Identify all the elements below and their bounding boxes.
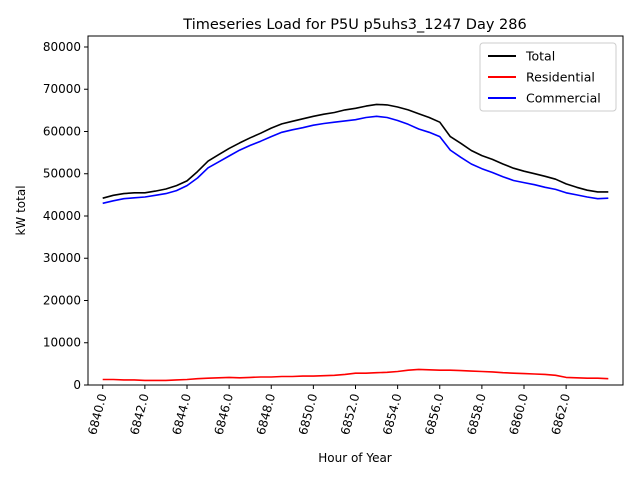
legend-label-commercial: Commercial — [526, 91, 601, 106]
y-tick-label: 40000 — [43, 209, 81, 223]
series-line-residential — [102, 368, 609, 382]
series-lines — [102, 103, 609, 382]
y-tick-label: 30000 — [43, 251, 81, 265]
x-axis-title: Hour of Year — [318, 451, 392, 465]
legend-label-residential: Residential — [526, 70, 595, 85]
y-tick-label: 10000 — [43, 336, 81, 350]
y-tick-label: 70000 — [43, 82, 81, 96]
y-tick-label: 0 — [73, 378, 81, 392]
series-line-commercial — [102, 115, 609, 205]
chart-title: Timeseries Load for P5U p5uhs3_1247 Day … — [182, 17, 526, 33]
legend-label-total: Total — [525, 49, 555, 64]
y-tick-label: 50000 — [43, 167, 81, 181]
y-tick-label: 60000 — [43, 124, 81, 138]
y-axis-title: kW total — [14, 185, 28, 235]
legend-box — [479, 42, 617, 112]
series-line-total — [102, 103, 609, 199]
plot-frame — [87, 35, 624, 386]
y-tick-label: 80000 — [43, 40, 81, 54]
legend: Total Residential Commercial — [479, 42, 617, 112]
y-axis: 0 10000 20000 30000 40000 50000 60000 70000 8000… — [43, 40, 88, 392]
y-tick-label: 20000 — [43, 293, 81, 307]
